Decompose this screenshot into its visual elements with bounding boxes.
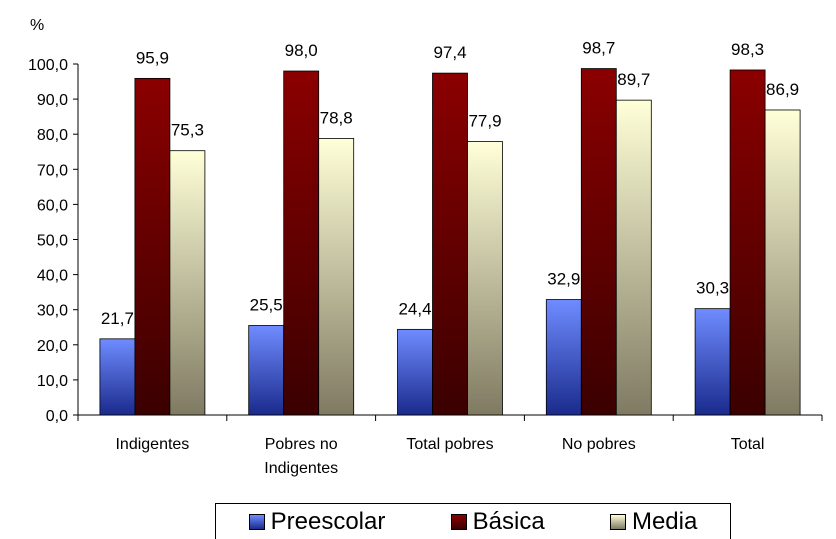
bars: [99, 68, 801, 416]
bar-bsica: [729, 69, 766, 416]
data-label: 89,7: [617, 70, 650, 89]
legend-swatch: [609, 513, 626, 530]
y-tick-label: 90,0: [37, 92, 68, 109]
axes: 0,0 10,0 20,0 30,0 40,0 50,0 60,0 70,0 80,0 90,0 1…: [28, 57, 823, 477]
y-tick-label: 80,0: [37, 127, 68, 144]
bar-bsica: [283, 70, 320, 416]
data-label: 30,3: [696, 279, 729, 298]
x-category-label: Indigentes: [115, 436, 189, 453]
bar-preescolar: [248, 325, 285, 416]
bar-media: [764, 109, 801, 416]
bar-bsica: [134, 77, 171, 416]
bar-media: [318, 138, 355, 416]
legend-swatch: [450, 513, 467, 530]
y-axis-unit-label: %: [30, 17, 44, 34]
legend-label: Preescolar: [270, 507, 386, 535]
y-tick-label: 100,0: [28, 57, 68, 74]
bar-preescolar: [545, 299, 582, 416]
x-category-label: Pobres no: [265, 436, 338, 453]
x-category-label: No pobres: [562, 436, 636, 453]
bar-preescolar: [694, 308, 731, 416]
y-tick-label: 50,0: [37, 233, 68, 250]
data-label: 78,8: [320, 108, 353, 127]
bar-media: [467, 141, 503, 416]
data-label: 98,7: [582, 39, 615, 58]
y-tick-label: 10,0: [37, 373, 68, 390]
data-label: 86,9: [766, 80, 799, 99]
data-label: 25,5: [250, 295, 283, 314]
data-label: 97,4: [433, 43, 466, 62]
y-tick-label: 20,0: [37, 338, 68, 355]
x-category-label: Total: [731, 436, 765, 453]
legend-swatch: [248, 513, 265, 530]
bar-chart: % 0,0 10,0 20,0 30,0 40,0 50,0 60,0 70,0 80,0 90,…: [28, 17, 823, 477]
y-tick-label: 0,0: [46, 408, 68, 425]
bar-preescolar: [397, 328, 433, 416]
legend-label: Básica: [472, 507, 545, 535]
data-label: 95,9: [136, 48, 169, 67]
bar-media: [615, 99, 652, 416]
bar-bsica: [432, 72, 468, 416]
y-tick-label: 60,0: [37, 197, 68, 214]
x-category-label: Total pobres: [406, 436, 493, 453]
legend-item: Preescolar: [248, 507, 386, 536]
y-tick-label: 30,0: [37, 303, 68, 320]
legend-label: Media: [631, 507, 698, 535]
data-label: 98,0: [285, 41, 318, 60]
data-label: 77,9: [468, 112, 501, 131]
data-labels: 21,7 95,9 75,3 25,5 98,0 78,8 24,4 97,4 77,9 32,9…: [101, 39, 799, 328]
data-label: 32,9: [547, 270, 580, 289]
data-label: 75,3: [171, 121, 204, 140]
bar-media: [169, 150, 206, 416]
x-category-label: Indigentes: [264, 460, 338, 477]
y-tick-label: 70,0: [37, 162, 68, 179]
bar-bsica: [580, 68, 617, 416]
legend-item: Media: [609, 507, 698, 536]
data-label: 98,3: [731, 40, 764, 59]
legend: Preescolar Básica Media: [215, 503, 731, 539]
y-tick-label: 40,0: [37, 268, 68, 285]
data-label: 21,7: [101, 309, 134, 328]
legend-item: Básica: [450, 507, 545, 536]
bar-preescolar: [99, 338, 136, 416]
data-label: 24,4: [398, 299, 431, 318]
